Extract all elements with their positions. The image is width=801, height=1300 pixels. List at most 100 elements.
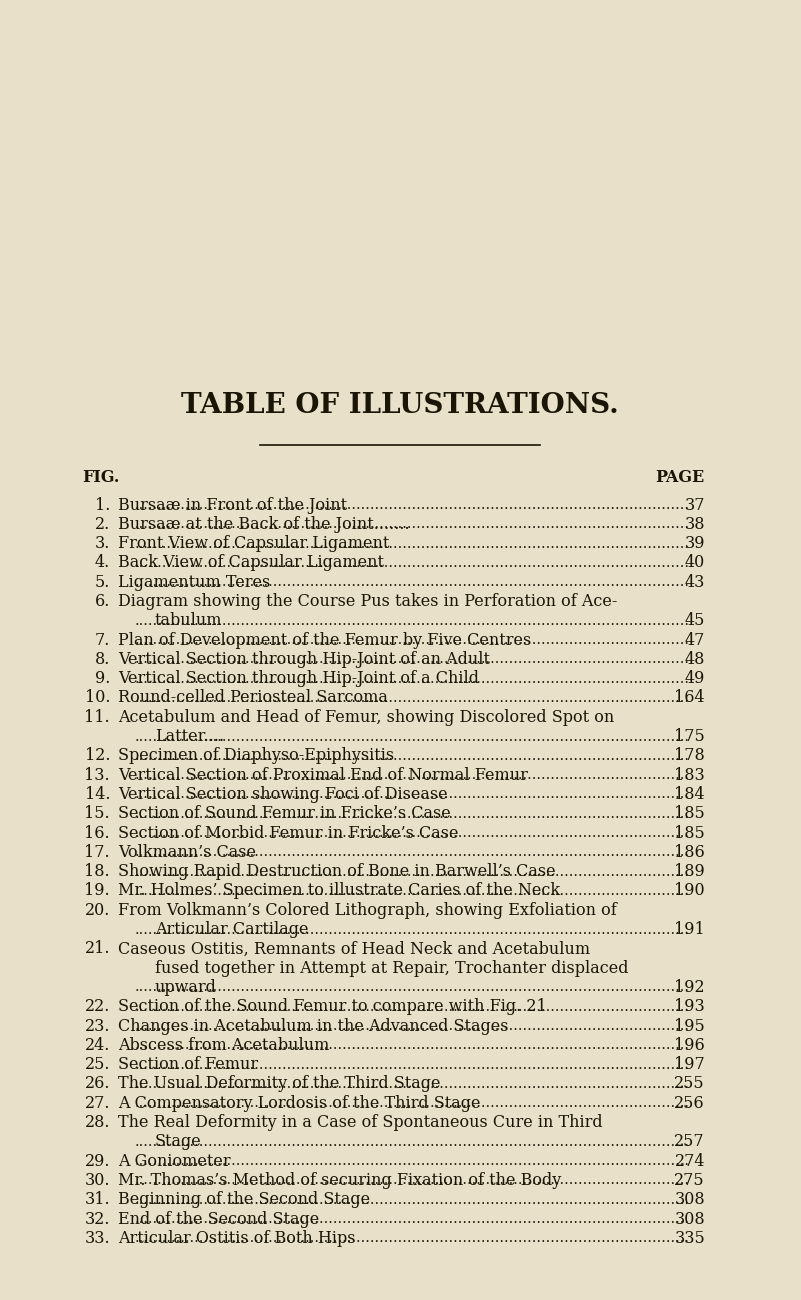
Text: ................................................................................: ........................................… [135,1000,690,1014]
Text: A Compensatory Lordosis of the Third Stage: A Compensatory Lordosis of the Third Sta… [118,1095,481,1112]
Text: 18.: 18. [84,863,110,880]
Text: 190: 190 [674,883,705,900]
Text: 308: 308 [674,1191,705,1208]
Text: 255: 255 [674,1075,705,1092]
Text: 274: 274 [674,1153,705,1170]
Text: 164: 164 [674,689,705,706]
Text: 3.: 3. [95,536,110,552]
Text: ................................................................................: ........................................… [135,1019,690,1034]
Text: 37: 37 [685,497,705,514]
Text: Round-celled Periosteal Sarcoma: Round-celled Periosteal Sarcoma [118,689,388,706]
Text: Showing Rapid Destruction of Bone in Barwell’s Case: Showing Rapid Destruction of Bone in Bar… [118,863,556,880]
Text: Section of Femur: Section of Femur [118,1056,258,1074]
Text: ................................................................................: ........................................… [135,1058,690,1071]
Text: ................................................................................: ........................................… [135,807,690,820]
Text: 15.: 15. [84,805,110,823]
Text: ................................................................................: ........................................… [135,1154,690,1169]
Text: 197: 197 [674,1056,705,1074]
Text: 24.: 24. [85,1037,110,1054]
Text: ................................................................................: ........................................… [135,1193,690,1206]
Text: 30.: 30. [84,1173,110,1190]
Text: ................................................................................: ........................................… [135,749,690,763]
Text: 33.: 33. [84,1230,110,1247]
Text: 25.: 25. [84,1056,110,1074]
Text: End of the Second Stage: End of the Second Stage [118,1210,320,1227]
Text: 31.: 31. [84,1191,110,1208]
Text: ................................................................................: ........................................… [135,672,690,685]
Text: ................................................................................: ........................................… [135,788,690,802]
Text: ................................................................................: ........................................… [135,653,690,667]
Text: 175: 175 [674,728,705,745]
Text: tabulum: tabulum [155,612,223,629]
Text: ................................................................................: ........................................… [135,1039,690,1053]
Text: ................................................................................: ........................................… [135,1096,690,1110]
Text: Vertical Section through Hip-Joint of an Adult: Vertical Section through Hip-Joint of an… [118,651,490,668]
Text: TABLE OF ILLUSTRATIONS.: TABLE OF ILLUSTRATIONS. [181,391,619,419]
Text: Front View of Capsular Ligament: Front View of Capsular Ligament [118,536,389,552]
Text: 195: 195 [674,1018,705,1035]
Text: 183: 183 [674,767,705,784]
Text: Vertical Section of Proximal End of Normal Femur: Vertical Section of Proximal End of Norm… [118,767,528,784]
Text: 28.: 28. [84,1114,110,1131]
Text: 29.: 29. [84,1153,110,1170]
Text: 196: 196 [674,1037,705,1054]
Text: 47: 47 [685,632,705,649]
Text: 16.: 16. [84,824,110,841]
Text: Articular Ostitis of Both Hips: Articular Ostitis of Both Hips [118,1230,356,1247]
Text: Diagram showing the Course Pus takes in Perforation of Ace-: Diagram showing the Course Pus takes in … [118,593,618,610]
Text: 12.: 12. [84,747,110,764]
Text: ................................................................................: ........................................… [135,923,690,936]
Text: PAGE: PAGE [656,469,705,486]
Text: 2.: 2. [95,516,110,533]
Text: ................................................................................: ........................................… [135,1212,690,1226]
Text: ................................................................................: ........................................… [135,826,690,840]
Text: Beginning of the Second Stage: Beginning of the Second Stage [118,1191,370,1208]
Text: Vertical Section through Hip-Joint of a Child: Vertical Section through Hip-Joint of a … [118,671,479,688]
Text: 13.: 13. [84,767,110,784]
Text: 191: 191 [674,922,705,939]
Text: Mr. Holmes’ Specimen to illustrate Caries of the Neck: Mr. Holmes’ Specimen to illustrate Carie… [118,883,560,900]
Text: ................................................................................: ........................................… [135,1135,690,1149]
Text: 27.: 27. [84,1095,110,1112]
Text: 14.: 14. [84,786,110,803]
Text: Bursaæ in Front of the Joint: Bursaæ in Front of the Joint [118,497,347,514]
Text: 19.: 19. [84,883,110,900]
Text: Changes in Acetabulum in the Advanced Stages: Changes in Acetabulum in the Advanced St… [118,1018,509,1035]
Text: 256: 256 [674,1095,705,1112]
Text: From Volkmann’s Colored Lithograph, showing Exfoliation of: From Volkmann’s Colored Lithograph, show… [118,902,617,919]
Text: 185: 185 [674,805,705,823]
Text: 193: 193 [674,998,705,1015]
Text: 22.: 22. [85,998,110,1015]
Text: FIG.: FIG. [82,469,119,486]
Text: 257: 257 [674,1134,705,1150]
Text: Vertical Section showing Foci of Disease: Vertical Section showing Foci of Disease [118,786,448,803]
Text: Stage: Stage [155,1134,202,1150]
Text: Latter....: Latter.... [155,728,224,745]
Text: ................................................................................: ........................................… [135,614,690,628]
Text: 23.: 23. [84,1018,110,1035]
Text: ................................................................................: ........................................… [135,556,690,569]
Text: 26.: 26. [84,1075,110,1092]
Text: 7.: 7. [95,632,110,649]
Text: ................................................................................: ........................................… [135,1174,690,1187]
Text: 192: 192 [674,979,705,996]
Text: ................................................................................: ........................................… [135,768,690,783]
Text: 21.: 21. [84,940,110,957]
Text: 1.: 1. [95,497,110,514]
Text: 39: 39 [685,536,705,552]
Text: 17.: 17. [84,844,110,861]
Text: 4.: 4. [95,554,110,572]
Text: 11.: 11. [84,708,110,725]
Text: 308: 308 [674,1210,705,1227]
Text: 20.: 20. [85,902,110,919]
Text: Mr. Thomas’s Method of securing Fixation of the Body: Mr. Thomas’s Method of securing Fixation… [118,1173,566,1190]
Text: ................................................................................: ........................................… [135,537,690,551]
Text: Bursaæ at the Back of the Joint.......: Bursaæ at the Back of the Joint....... [118,516,415,533]
Text: upward: upward [155,979,217,996]
Text: Specimen of Diaphyso-Epiphysitis: Specimen of Diaphyso-Epiphysitis [118,747,394,764]
Text: Back View of Capsular Ligament: Back View of Capsular Ligament [118,554,389,572]
Text: ................................................................................: ........................................… [135,1231,690,1245]
Text: Ligamentum Teres: Ligamentum Teres [118,573,270,590]
Text: 49: 49 [685,671,705,688]
Text: 186: 186 [674,844,705,861]
